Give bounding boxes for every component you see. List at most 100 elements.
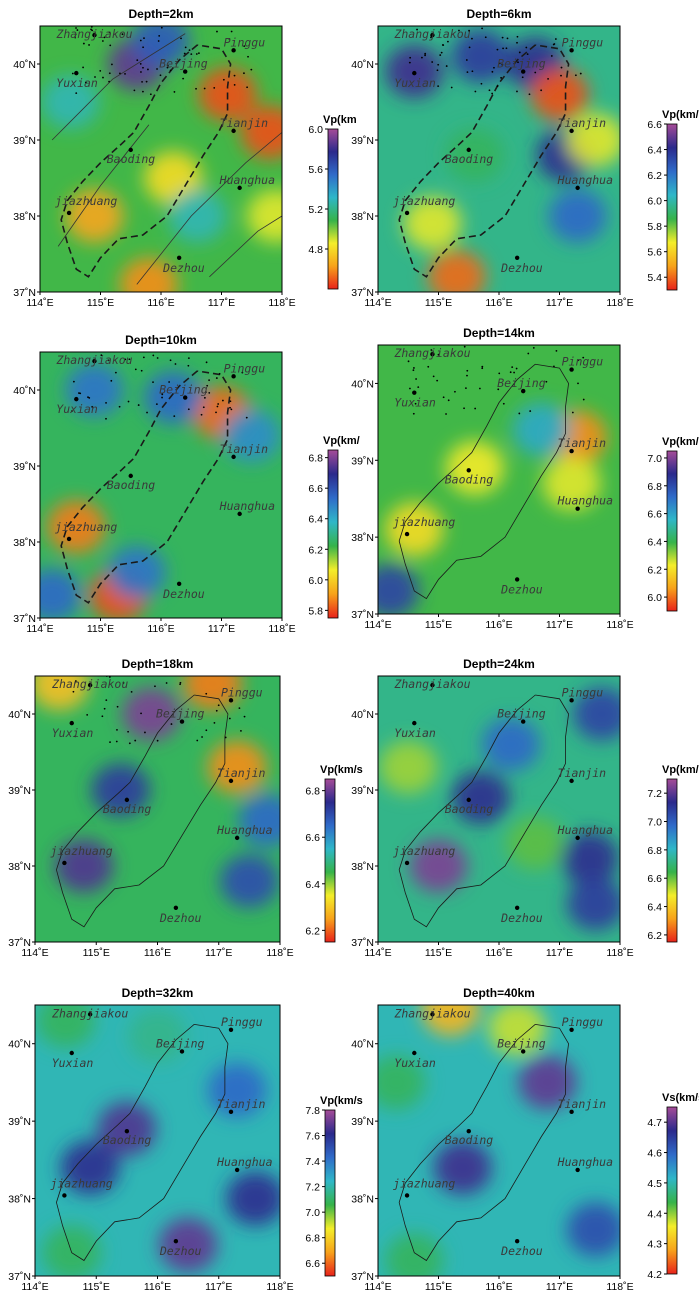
city-label: Yuxian — [52, 1056, 94, 1070]
colorbar — [324, 778, 336, 943]
x-tick-label: 114˚E — [21, 1281, 48, 1293]
y-tick-label: 40˚N — [8, 1039, 31, 1051]
colorbar-tick-label: 6.6 — [647, 509, 662, 521]
city-marker — [569, 698, 574, 703]
velocity-anomaly — [566, 1202, 620, 1257]
earthquake-dot — [498, 62, 501, 65]
colorbar-tick-label: 4.5 — [647, 1178, 662, 1190]
earthquake-dot — [424, 52, 427, 55]
earthquake-dot — [142, 90, 144, 93]
earthquake-dot — [82, 66, 84, 69]
velocity-anomaly — [451, 29, 510, 83]
x-tick-label: 118˚E — [606, 297, 633, 309]
earthquake-dot — [124, 358, 127, 361]
earthquake-dot — [496, 85, 499, 88]
x-tick-label: 115˚E — [425, 947, 452, 959]
velocity-anomaly — [158, 1217, 218, 1273]
earthquake-dot — [140, 71, 142, 73]
city-marker — [404, 860, 410, 866]
velocity-anomaly — [488, 1005, 547, 1056]
basin-boundary — [56, 694, 229, 928]
panel-title: Depth=6km — [466, 7, 531, 21]
earthquake-dot — [74, 36, 77, 39]
earthquake-dot — [577, 359, 580, 362]
depth-panel: Zhangjiakou Yuxian Pinggu Beijing Tianjin Bao… — [351, 657, 699, 959]
earthquake-dot — [134, 368, 137, 371]
colorbar-tick-label: 6.8 — [647, 845, 662, 857]
earthquake-dot — [218, 372, 221, 375]
city-marker — [404, 1193, 410, 1198]
city-label: Pinggu — [221, 685, 263, 699]
city-marker — [569, 48, 574, 53]
city-marker — [92, 32, 97, 38]
earthquake-dot — [103, 36, 106, 39]
city-marker — [74, 396, 79, 402]
earthquake-dot — [516, 35, 519, 38]
earthquake-dot — [466, 374, 468, 377]
velocity-anomaly — [219, 854, 279, 908]
city-marker — [569, 448, 574, 454]
earthquake-dot — [205, 361, 208, 364]
city-label: Pinggu — [221, 1015, 263, 1029]
x-tick-label: 115˚E — [425, 619, 452, 631]
earthquake-dot — [146, 411, 148, 414]
y-tick-label: 37˚N — [351, 1271, 374, 1283]
earthquake-dot — [243, 45, 246, 47]
city-marker — [575, 185, 580, 191]
colorbar-tick-label: 6.4 — [647, 536, 662, 548]
earthquake-dot — [445, 413, 447, 415]
earthquake-dot — [180, 37, 182, 40]
earthquake-dot — [228, 717, 231, 720]
city-marker — [173, 1238, 179, 1244]
city-marker — [569, 128, 574, 134]
earthquake-dot — [447, 40, 449, 43]
earthquake-dot — [114, 371, 117, 374]
city-label: Beijing — [159, 383, 208, 397]
city-marker — [569, 778, 574, 784]
x-tick-label: 118˚E — [268, 623, 295, 635]
earthquake-dot — [130, 690, 133, 693]
earthquake-dot — [577, 382, 579, 385]
city-marker — [173, 905, 179, 910]
earthquake-dot — [139, 63, 142, 65]
x-tick-label: 114˚E — [364, 1281, 391, 1293]
earthquake-dot — [190, 53, 193, 55]
x-tick-label: 118˚E — [268, 297, 295, 309]
x-tick-label: 115˚E — [87, 623, 114, 635]
velocity-field: Zhangjiakou Yuxian Pinggu Beijing Tianjin Bao… — [378, 676, 620, 942]
earthquake-dot — [101, 715, 104, 718]
velocity-field: Zhangjiakou Yuxian Pinggu Beijing Tianjin Bao… — [35, 676, 280, 942]
city-label: Baoding — [103, 802, 152, 816]
earthquake-dot — [128, 358, 131, 361]
earthquake-dot — [74, 680, 77, 682]
earthquake-dot — [228, 38, 231, 40]
x-tick-label: 115˚E — [87, 297, 114, 309]
earthquake-dot — [560, 74, 562, 77]
earthquake-dot — [187, 364, 190, 367]
colorbar-tick-label: 6.4 — [647, 902, 662, 914]
earthquake-dot — [574, 74, 577, 77]
earthquake-dot — [517, 61, 519, 64]
x-tick-label: 116˚E — [485, 1281, 512, 1293]
earthquake-dot — [140, 369, 143, 372]
earthquake-dot — [196, 739, 199, 742]
velocity-anomaly — [238, 793, 280, 847]
x-tick-label: 116˚E — [485, 619, 512, 631]
city-marker — [66, 210, 72, 216]
city-marker — [128, 473, 133, 479]
colorbar-tick-label: 6.0 — [647, 196, 662, 208]
city-marker — [514, 905, 520, 910]
earthquake-dot — [122, 682, 125, 684]
colorbar-tick-label: 6.8 — [308, 453, 323, 465]
earthquake-dot — [466, 369, 469, 372]
city-label: Zhangjiakou — [393, 1006, 470, 1020]
earthquake-dot — [509, 371, 512, 374]
earthquake-dot — [110, 379, 113, 382]
earthquake-dot — [505, 47, 508, 50]
earthquake-dot — [156, 68, 158, 70]
depth-panel: Zhangjiakou Yuxian Pinggu Beijing Tianjin Bao… — [13, 333, 359, 635]
city-marker — [569, 367, 574, 372]
city-label: Pinggu — [224, 35, 266, 49]
y-tick-label: 39˚N — [8, 1116, 31, 1128]
